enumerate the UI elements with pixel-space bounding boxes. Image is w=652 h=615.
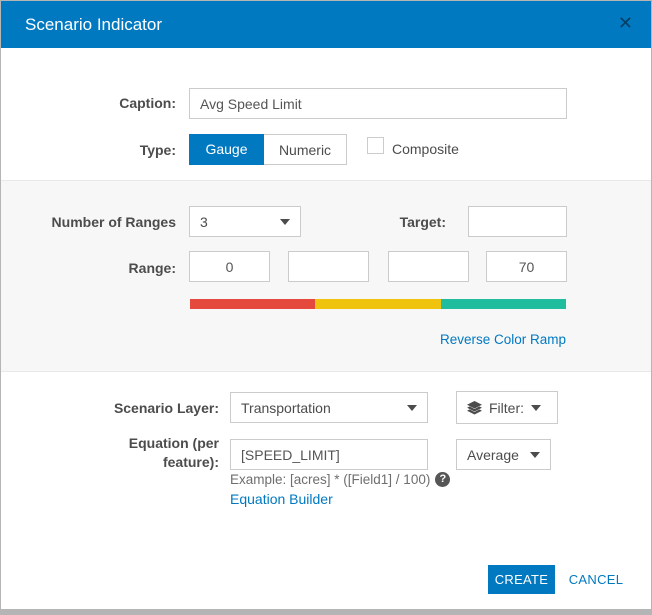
chevron-down-icon xyxy=(530,451,540,458)
composite-label: Composite xyxy=(392,141,459,157)
number-of-ranges-label: Number of Ranges xyxy=(51,214,176,230)
reverse-color-ramp-link[interactable]: Reverse Color Ramp xyxy=(439,332,566,347)
ramp-segment-red xyxy=(190,299,316,309)
type-numeric-button[interactable]: Numeric xyxy=(264,134,347,165)
chevron-down-icon xyxy=(407,404,417,411)
create-button[interactable]: CREATE xyxy=(488,565,555,594)
dialog-title: Scenario Indicator xyxy=(25,15,163,34)
equation-input[interactable] xyxy=(230,439,428,470)
scenario-layer-value: Transportation xyxy=(241,399,331,416)
equation-builder-link[interactable]: Equation Builder xyxy=(230,491,333,507)
number-of-ranges-value: 3 xyxy=(200,213,208,230)
type-label: Type: xyxy=(139,142,176,158)
dialog-header: Scenario Indicator ✕ xyxy=(1,1,651,48)
ramp-segment-green xyxy=(440,299,566,309)
filter-button[interactable]: Filter: xyxy=(456,391,558,424)
chevron-down-icon xyxy=(280,218,290,225)
number-of-ranges-select[interactable]: 3 xyxy=(189,206,301,237)
ramp-segment-yellow xyxy=(315,299,441,309)
equation-label-line1: Equation (per xyxy=(128,435,219,451)
scenario-layer-label: Scenario Layer: xyxy=(113,400,219,416)
aggregation-value: Average xyxy=(467,446,519,463)
close-icon[interactable]: ✕ xyxy=(617,13,633,33)
equation-example: Example: [acres] * ([Field1] / 100) ? xyxy=(230,472,451,487)
range-input-1[interactable] xyxy=(189,251,270,282)
type-gauge-button[interactable]: Gauge xyxy=(189,134,264,165)
chevron-down-icon xyxy=(531,404,541,411)
range-label: Range: xyxy=(128,260,176,276)
equation-label: Equation (per feature): xyxy=(1,434,219,472)
target-input[interactable] xyxy=(468,206,567,237)
composite-checkbox[interactable] xyxy=(367,137,384,154)
scenario-layer-select[interactable]: Transportation xyxy=(230,392,428,423)
layers-icon xyxy=(467,400,482,414)
help-icon[interactable]: ? xyxy=(435,472,451,487)
range-input-4[interactable] xyxy=(486,251,567,282)
range-input-2[interactable] xyxy=(288,251,369,282)
equation-example-text: Example: [acres] * ([Field1] / 100) xyxy=(230,472,431,487)
cancel-button[interactable]: CANCEL xyxy=(568,572,624,587)
target-label: Target: xyxy=(399,214,446,230)
range-input-3[interactable] xyxy=(388,251,469,282)
caption-input[interactable] xyxy=(189,88,567,119)
aggregation-select[interactable]: Average xyxy=(456,439,551,470)
filter-label: Filter: xyxy=(489,399,524,416)
color-ramp xyxy=(190,299,566,309)
caption-label: Caption: xyxy=(119,95,176,111)
equation-label-line2: feature): xyxy=(162,454,219,470)
